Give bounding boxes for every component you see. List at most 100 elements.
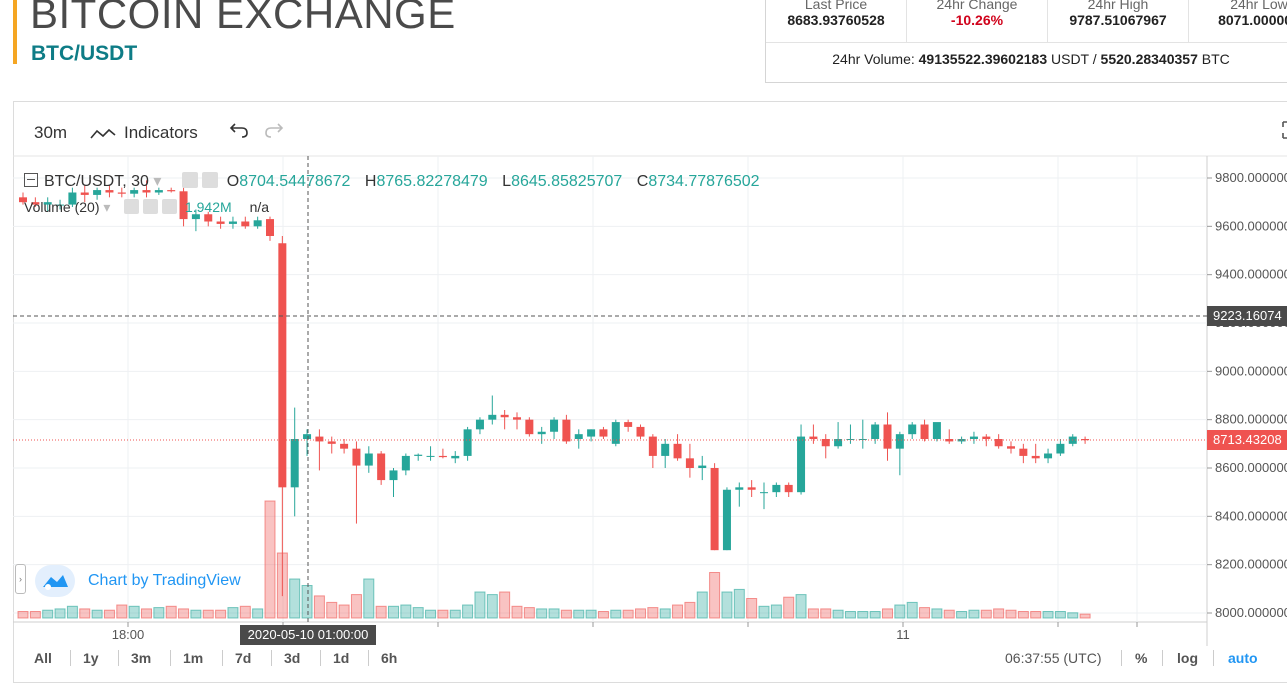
- y-tick-label: 9400.000000: [1215, 267, 1287, 282]
- candle-body: [969, 436, 978, 439]
- volume-bar: [548, 608, 560, 619]
- trading-pair: BTC/USDT: [31, 42, 138, 65]
- candle-body: [587, 429, 596, 437]
- volume-bar: [313, 595, 325, 619]
- change-value: -10.26%: [950, 12, 1004, 28]
- candle-body: [1019, 448, 1028, 456]
- candle-body: [611, 422, 620, 444]
- undo-button[interactable]: [229, 121, 249, 144]
- y-tick-label: 9000.000000: [1215, 363, 1287, 378]
- fullscreen-button[interactable]: [1281, 120, 1287, 145]
- volume-btc: 5520.28340357: [1100, 51, 1198, 67]
- legend-eye-icon[interactable]: [181, 172, 198, 188]
- fullscreen-icon: [1282, 121, 1287, 139]
- volume-eye-icon[interactable]: [124, 199, 140, 214]
- candle-body: [920, 424, 929, 439]
- range-button-7d[interactable]: 7d: [235, 650, 252, 666]
- volume-bar: [91, 609, 103, 619]
- volume-bar: [425, 609, 437, 619]
- volume-bar: [1042, 611, 1054, 619]
- percent-toggle[interactable]: %: [1135, 650, 1148, 666]
- utc-clock: 06:37:55 (UTC): [1005, 650, 1102, 666]
- range-separator: [320, 650, 321, 666]
- candle-body: [871, 424, 880, 439]
- range-button-3d[interactable]: 3d: [284, 650, 301, 666]
- candle-body: [93, 190, 102, 195]
- volume-bar: [882, 608, 893, 619]
- range-button-1m[interactable]: 1m: [183, 650, 204, 666]
- low-label: 24hr Low: [1230, 0, 1287, 12]
- log-toggle[interactable]: log: [1177, 650, 1198, 666]
- legend-high-value: 8765.82278479: [376, 173, 488, 190]
- legend-collapse-icon[interactable]: [24, 173, 38, 187]
- volume-bar: [832, 609, 844, 619]
- candle-body: [994, 439, 1003, 447]
- range-separator: [118, 650, 119, 666]
- volume-bar: [795, 594, 807, 619]
- candle-body: [1056, 443, 1065, 454]
- y-tick-label: 8200.000000: [1215, 557, 1287, 572]
- volume-bar: [733, 588, 745, 619]
- candle-body: [772, 484, 781, 493]
- volume-bar: [215, 609, 227, 619]
- volume-bar: [980, 609, 992, 619]
- undo-icon: [229, 123, 248, 138]
- volume-settings-icon[interactable]: [143, 199, 159, 214]
- redo-icon: [265, 123, 284, 138]
- candle-body: [797, 436, 806, 493]
- candle-body: [352, 448, 361, 466]
- volume-bar: [66, 605, 78, 619]
- legend-close-label: C: [636, 173, 649, 190]
- volume-close-icon[interactable]: [162, 199, 178, 214]
- volume-bar: [993, 608, 1005, 619]
- volume-bar: [919, 607, 931, 619]
- legend-low-label: L: [502, 173, 512, 190]
- range-separator: [271, 650, 272, 666]
- legend-chevron-icon[interactable]: ▾: [153, 173, 162, 190]
- candle-body: [142, 190, 151, 193]
- volume-bar: [869, 611, 881, 619]
- bottom-separator: [1121, 650, 1122, 666]
- volume-bar: [178, 608, 190, 619]
- volume-bar: [635, 608, 646, 619]
- candle-body: [253, 220, 262, 227]
- redo-button[interactable]: [264, 121, 284, 144]
- range-separator: [170, 650, 171, 666]
- volume-bar: [474, 591, 486, 619]
- last-price-value: 8683.93760528: [787, 12, 885, 28]
- candle-body: [278, 243, 287, 488]
- range-button-3m[interactable]: 3m: [131, 650, 152, 666]
- interval-button[interactable]: 30m: [34, 123, 68, 142]
- volume-bar: [956, 611, 968, 619]
- legend-settings-icon[interactable]: [202, 172, 219, 188]
- volume-bar: [153, 607, 165, 619]
- candle-body: [426, 455, 435, 457]
- candle-body: [722, 489, 731, 551]
- volume-label: 24hr Volume:: [832, 51, 915, 67]
- candle-body: [475, 419, 484, 430]
- range-separator: [368, 650, 369, 666]
- volume-bar: [647, 607, 659, 619]
- bottom-separator: [1213, 650, 1214, 666]
- indicators-button[interactable]: Indicators: [90, 123, 198, 143]
- candle-body: [80, 192, 89, 195]
- volume-bar: [672, 604, 684, 619]
- range-button-6h[interactable]: 6h: [381, 650, 398, 666]
- bottom-toolbar: 06:37:55 (UTC) % log auto All 1y 3m 1m 7d 3d 1…: [0, 646, 1287, 670]
- tradingview-badge[interactable]: Chart by TradingView: [35, 565, 260, 597]
- candle-body: [315, 436, 324, 442]
- candle-body: [698, 465, 707, 468]
- range-button-1y[interactable]: 1y: [83, 650, 99, 666]
- candle-body: [154, 190, 163, 193]
- volume-bar: [943, 609, 955, 619]
- volume-chevron-icon[interactable]: ▾: [103, 199, 111, 215]
- range-button-1d[interactable]: 1d: [333, 650, 350, 666]
- volume-bar: [165, 605, 177, 619]
- y-tick-label: 9600.000000: [1215, 218, 1287, 233]
- candle-body: [982, 436, 991, 439]
- range-button-all[interactable]: All: [34, 650, 52, 666]
- side-toggle-button[interactable]: ›: [15, 564, 26, 594]
- candle-body: [56, 204, 65, 206]
- auto-toggle[interactable]: auto: [1228, 650, 1258, 666]
- candle-body: [1044, 453, 1053, 459]
